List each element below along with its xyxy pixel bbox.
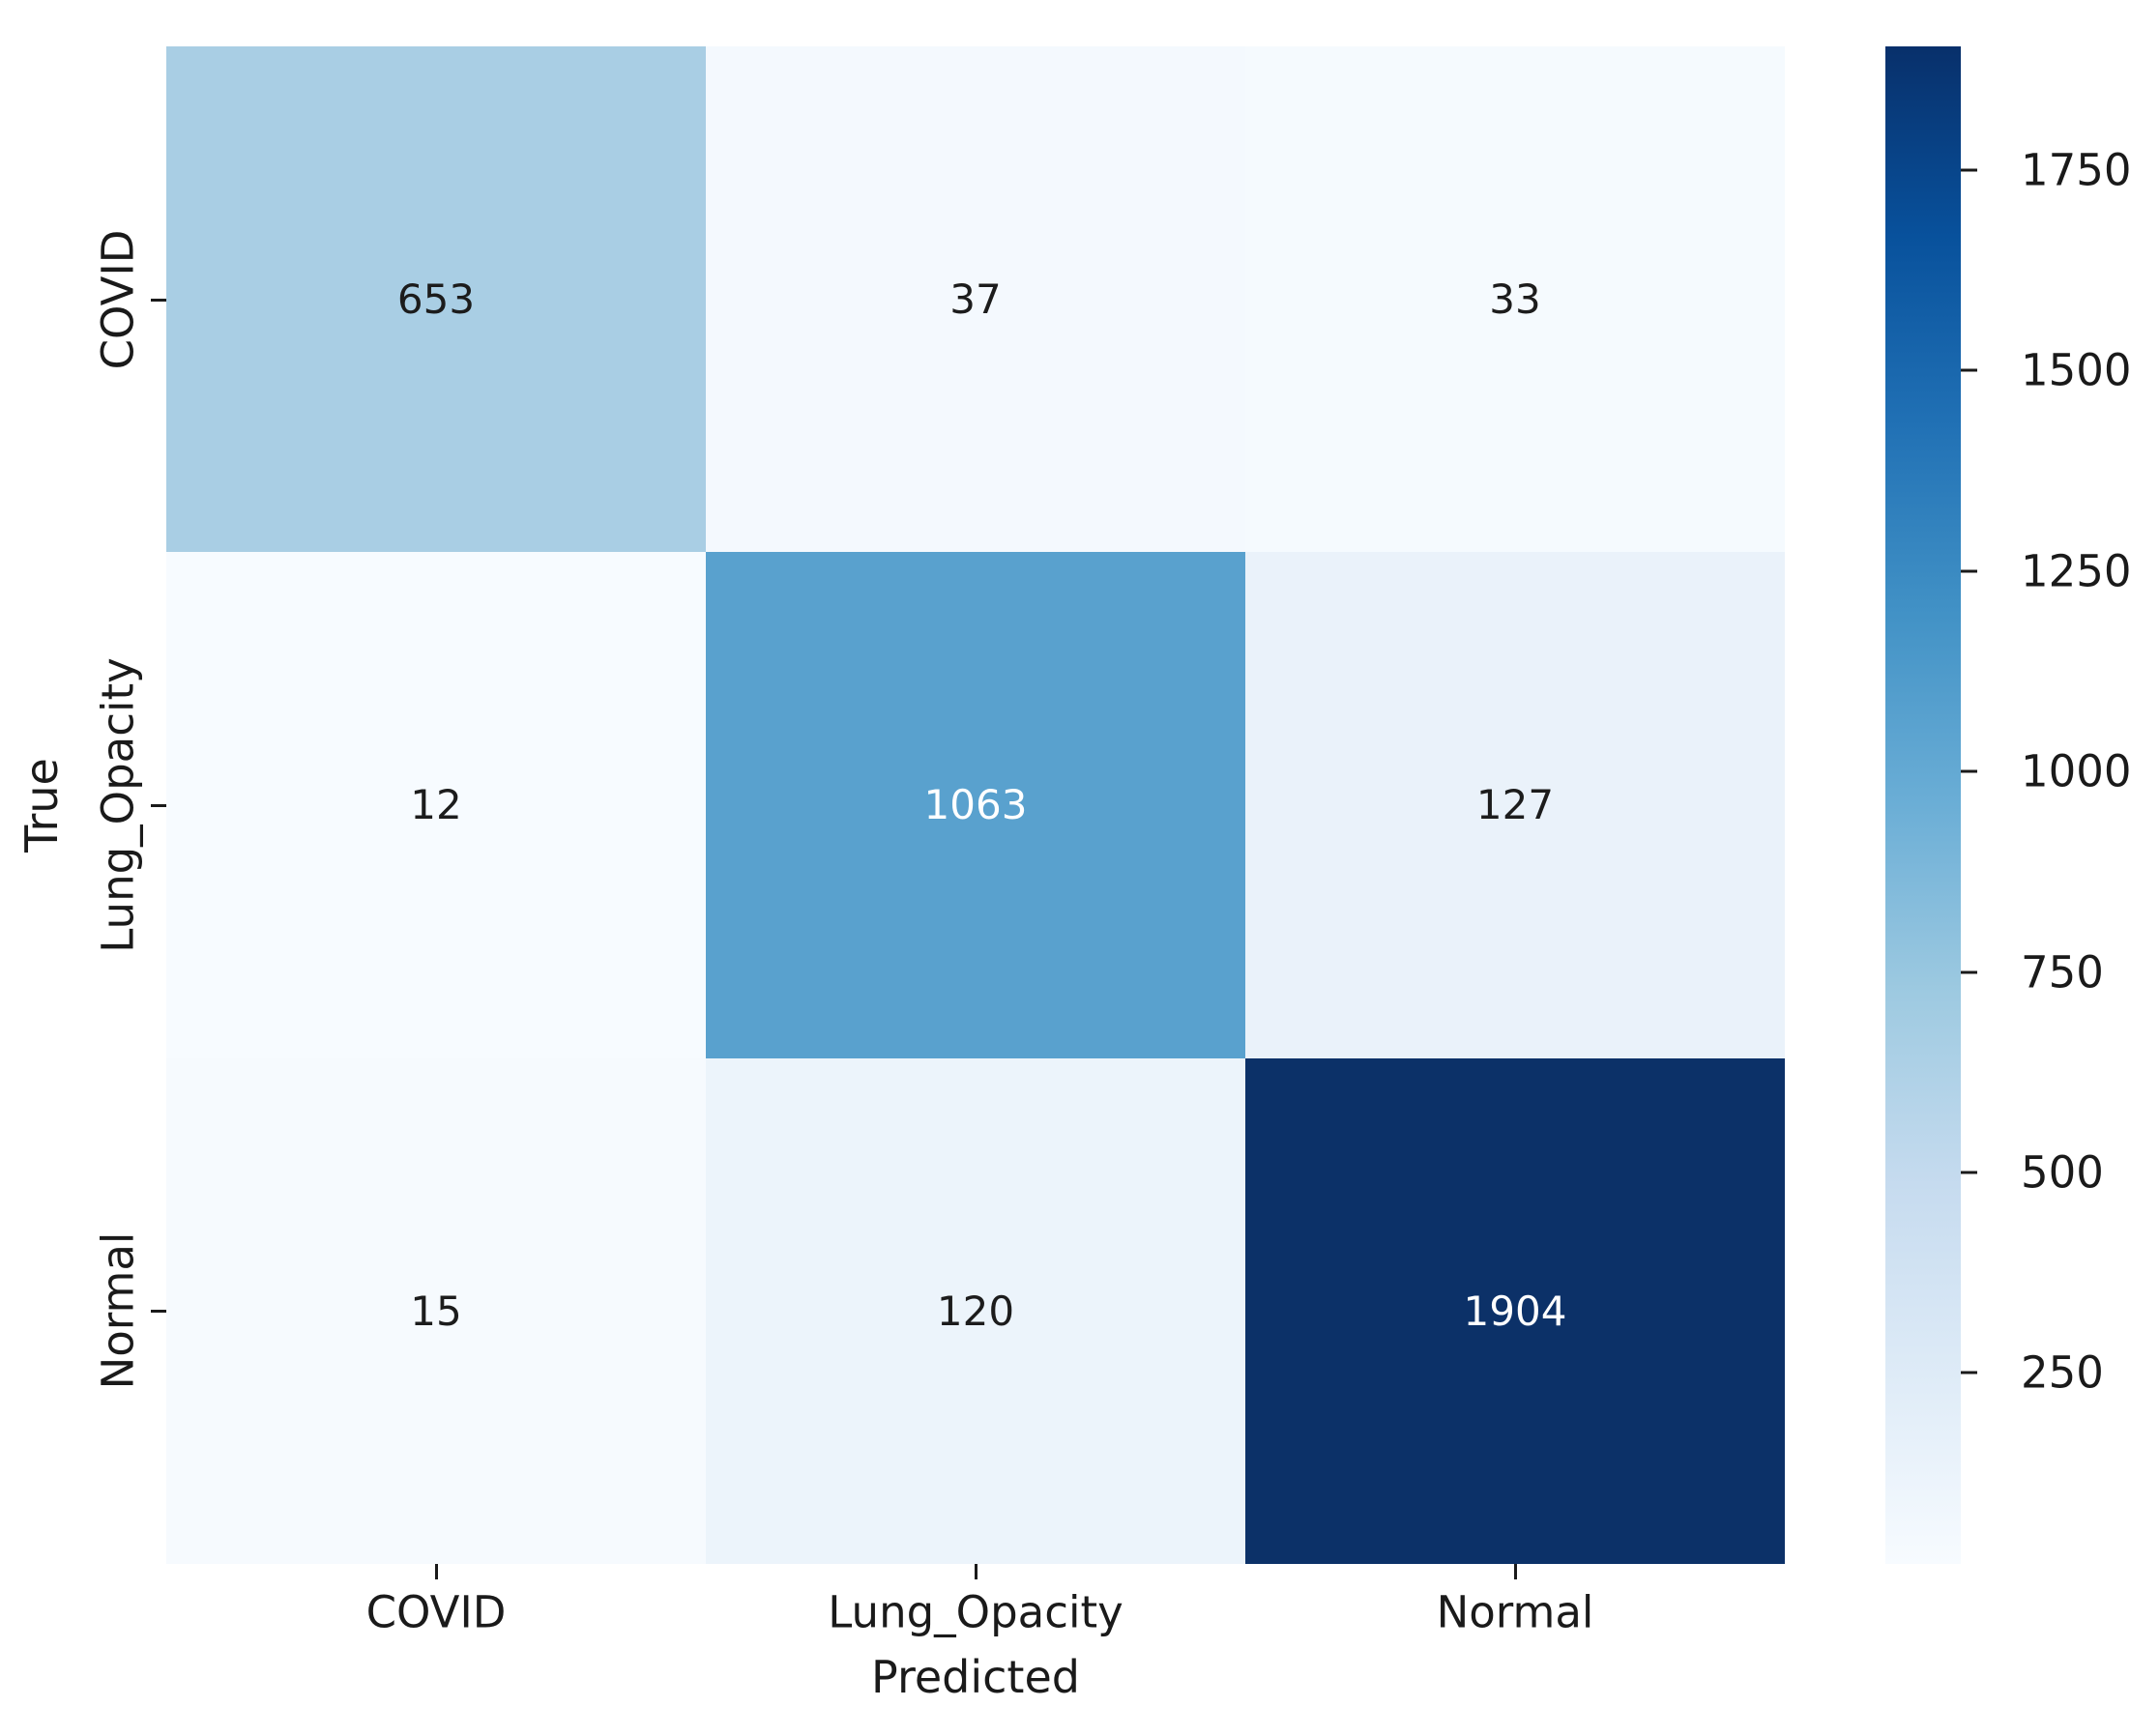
- x-tick-mark-lung-opacity: [975, 1564, 977, 1579]
- colorbar-label-1250: 1250: [2021, 545, 2130, 597]
- y-tick-mark-lung-opacity: [151, 804, 166, 807]
- heatmap-cell-r1c0: 12: [166, 552, 706, 1058]
- colorbar-tick-1750: [1961, 168, 1977, 172]
- colorbar-tick-250: [1961, 1371, 1977, 1374]
- y-tick-label-lung-opacity: Lung_Opacity: [92, 657, 144, 953]
- colorbar-tick-750: [1961, 970, 1977, 974]
- y-tick-mark-covid: [151, 299, 166, 302]
- colorbar-tick-1250: [1961, 569, 1977, 573]
- x-tick-mark-normal: [1514, 1564, 1517, 1579]
- heatmap-cell-r0c0: 653: [166, 46, 706, 553]
- heatmap-cell-r2c2: 1904: [1245, 1057, 1785, 1564]
- colorbar-label-1500: 1500: [2021, 344, 2130, 396]
- heatmap-cell-r2c0: 15: [166, 1057, 706, 1564]
- colorbar-label-250: 250: [2021, 1346, 2104, 1399]
- heatmap-cell-r1c1: 1063: [706, 552, 1245, 1058]
- x-tick-label-normal: Normal: [1436, 1586, 1594, 1638]
- heatmap-cell-r0c1: 37: [706, 46, 1245, 553]
- y-tick-label-covid: COVID: [92, 229, 144, 370]
- y-tick-mark-normal: [151, 1310, 166, 1313]
- x-axis-title: Predicted: [871, 1651, 1080, 1703]
- heatmap-grid: 653 37 33 12 1063 127 15 120 1904: [166, 46, 1785, 1564]
- heatmap-cell-r1c2: 127: [1245, 552, 1785, 1058]
- heatmap-cell-r2c1: 120: [706, 1057, 1245, 1564]
- x-tick-mark-covid: [435, 1564, 438, 1579]
- colorbar-tick-1000: [1961, 769, 1977, 773]
- y-tick-label-normal: Normal: [92, 1231, 144, 1390]
- colorbar: 1750 1500 1250 1000 750 500 250: [1885, 46, 2130, 1564]
- colorbar-label-750: 750: [2021, 946, 2104, 998]
- x-tick-label-lung-opacity: Lung_Opacity: [828, 1586, 1123, 1638]
- colorbar-label-500: 500: [2021, 1146, 2104, 1199]
- colorbar-tick-500: [1961, 1171, 1977, 1174]
- heatmap-cell-r0c2: 33: [1245, 46, 1785, 553]
- colorbar-label-1000: 1000: [2021, 745, 2130, 797]
- colorbar-tick-1500: [1961, 368, 1977, 372]
- colorbar-label-1750: 1750: [2021, 144, 2130, 196]
- x-tick-label-covid: COVID: [365, 1586, 507, 1638]
- y-axis-title: True: [15, 758, 68, 853]
